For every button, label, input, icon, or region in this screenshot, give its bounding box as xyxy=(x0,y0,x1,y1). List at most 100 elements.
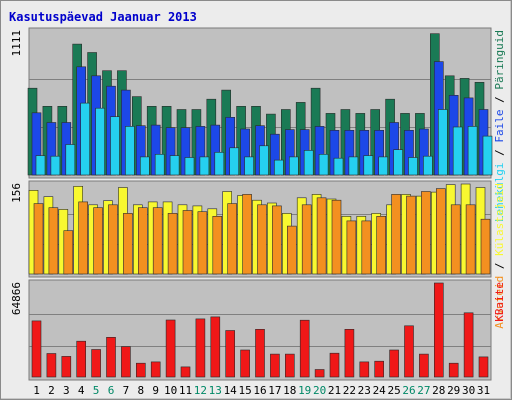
panel-3: 64866 xyxy=(10,279,492,381)
bar xyxy=(274,159,284,176)
bar xyxy=(123,213,133,275)
x-tick-label: 20 xyxy=(313,384,326,397)
bar xyxy=(110,116,120,176)
bar xyxy=(301,204,312,275)
series-Lehekülgi xyxy=(35,102,493,176)
bar xyxy=(259,145,269,176)
legend-panel-3: KBaite xyxy=(493,282,506,322)
bar xyxy=(242,194,252,275)
bar xyxy=(65,144,76,176)
legend-panel-2: Arvuteid / Külastajaid xyxy=(493,183,506,329)
bar xyxy=(46,353,57,378)
x-tick-label: 12 xyxy=(194,384,207,397)
bar xyxy=(346,220,357,275)
bar xyxy=(450,204,461,275)
legend-panel-1: Lehekülgi / Faile / Päringuid xyxy=(493,30,506,222)
bar xyxy=(421,191,431,275)
y-max-label: 1111 xyxy=(10,30,23,57)
x-tick-label: 31 xyxy=(477,384,490,397)
x-tick-label: 13 xyxy=(209,384,222,397)
bar xyxy=(433,282,444,378)
x-tick-label: 14 xyxy=(224,384,238,397)
series-KBaite xyxy=(31,282,489,378)
bar xyxy=(361,220,372,275)
bar xyxy=(33,203,44,275)
x-tick-label: 26 xyxy=(402,384,415,397)
bar xyxy=(63,230,74,275)
legend-entry: Päringuid xyxy=(493,30,506,90)
y-max-label: 64866 xyxy=(10,282,23,315)
bar xyxy=(210,316,221,378)
bar xyxy=(435,188,446,275)
bar xyxy=(244,156,254,176)
x-tick-label: 25 xyxy=(387,384,400,397)
x-tick-label: 19 xyxy=(298,384,311,397)
bar xyxy=(197,211,208,275)
bar xyxy=(121,346,131,378)
bar xyxy=(299,319,310,378)
bar xyxy=(165,319,176,378)
bar xyxy=(270,353,280,378)
bar xyxy=(136,362,146,378)
bar xyxy=(125,126,135,176)
bar xyxy=(344,328,355,378)
bar xyxy=(359,361,370,378)
bar xyxy=(35,155,46,176)
bar xyxy=(478,356,489,378)
bar xyxy=(404,325,414,378)
bar xyxy=(284,353,295,378)
bar xyxy=(348,156,359,176)
series-Arvuteid xyxy=(33,188,491,275)
bar xyxy=(182,210,193,275)
bar xyxy=(150,361,161,378)
bar xyxy=(408,157,418,176)
legend-separator: / xyxy=(493,256,506,276)
legend-entry: Külastajaid xyxy=(493,183,506,256)
legend-entry: Lehekülgi xyxy=(493,162,506,222)
x-tick-label: 22 xyxy=(343,384,356,397)
x-tick-label: 7 xyxy=(123,384,130,397)
legend-separator: / xyxy=(493,90,506,110)
bar xyxy=(286,225,297,275)
bar xyxy=(272,205,282,275)
bar xyxy=(76,340,86,378)
bar xyxy=(318,154,329,176)
series-Külastajaid xyxy=(28,183,486,275)
bar xyxy=(437,109,448,176)
panel-1: 1111 xyxy=(10,27,493,179)
x-tick-label: 28 xyxy=(432,384,445,397)
x-tick-label: 16 xyxy=(253,384,266,397)
x-tick-label: 9 xyxy=(152,384,159,397)
x-tick-label: 21 xyxy=(328,384,341,397)
bar xyxy=(240,349,250,378)
bar xyxy=(393,149,403,176)
x-tick-label: 1 xyxy=(33,384,40,397)
bar xyxy=(214,152,225,176)
x-tick-label: 11 xyxy=(179,384,192,397)
bar xyxy=(50,155,61,176)
bar xyxy=(257,204,267,275)
x-tick-label: 3 xyxy=(63,384,70,397)
bar xyxy=(467,126,478,176)
bar xyxy=(106,336,116,378)
bar xyxy=(316,197,327,275)
bar xyxy=(225,330,235,378)
bar xyxy=(195,318,206,378)
legend-entry: Faile xyxy=(493,109,506,142)
bar xyxy=(480,218,491,275)
bar xyxy=(154,154,165,176)
bar xyxy=(180,366,191,378)
bar xyxy=(391,194,401,275)
bar xyxy=(288,156,299,176)
y-max-label: 156 xyxy=(10,183,23,203)
bar xyxy=(374,360,385,378)
bar xyxy=(80,102,90,176)
bar xyxy=(463,312,474,378)
x-tick-label: 29 xyxy=(447,384,460,397)
legend-entry: KBaite xyxy=(493,282,506,322)
x-tick-label: 5 xyxy=(93,384,100,397)
bar xyxy=(255,328,265,378)
bar xyxy=(31,320,42,378)
x-tick-label: 30 xyxy=(462,384,475,397)
chart-title: Kasutuspäevad Jaanuar 2013 xyxy=(9,10,197,24)
